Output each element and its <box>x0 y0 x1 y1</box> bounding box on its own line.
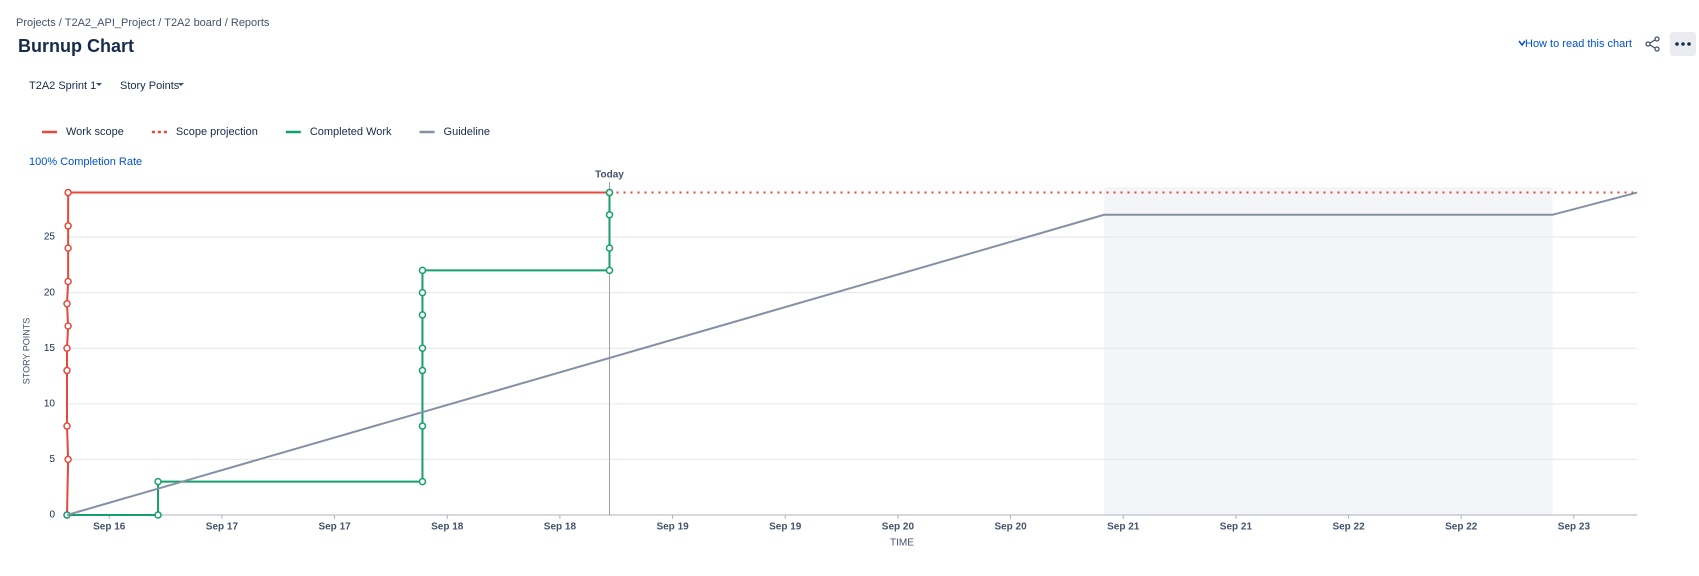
x-tick-label: Sep 23 <box>1558 522 1591 533</box>
data-point <box>418 311 427 319</box>
legend-label: Guideline <box>444 126 490 138</box>
data-point <box>64 222 72 230</box>
series-line <box>65 191 610 516</box>
x-tick-label: Sep 17 <box>206 522 239 533</box>
data-point <box>64 188 72 197</box>
data-point <box>154 511 162 519</box>
y-tick-label: 0 <box>49 510 55 521</box>
breadcrumb[interactable]: Projects <box>16 17 56 29</box>
x-tick-label: Sep 22 <box>1332 522 1365 533</box>
data-point <box>418 288 427 297</box>
share-icon[interactable] <box>1645 36 1660 52</box>
data-point <box>64 455 72 464</box>
more-dots <box>1675 42 1691 46</box>
x-tick-label: Sep 19 <box>769 522 802 533</box>
page-title: Burnup Chart <box>18 36 134 56</box>
x-axis-label: TIME <box>890 538 914 549</box>
chevron <box>1518 40 1526 47</box>
x-tick-label: Sep 16 <box>93 522 126 533</box>
x-tick-label: Sep 21 <box>1220 522 1253 533</box>
x-tick-label: Sep 18 <box>544 522 577 533</box>
separator: / <box>222 17 231 29</box>
sprint-filter[interactable]: T2A2 Sprint 1 <box>29 80 96 92</box>
data-point <box>63 366 71 375</box>
metric-filter[interactable]: Story Points <box>120 80 180 92</box>
data-point <box>418 344 427 352</box>
y-axis-label: STORY POINTS <box>21 318 31 385</box>
x-tick-label: Sep 17 <box>318 522 351 533</box>
x-tick-label: Sep 18 <box>431 522 464 533</box>
breadcrumb[interactable]: Reports <box>231 17 270 29</box>
y-tick-label: 5 <box>49 454 55 465</box>
x-tick-label: Sep 20 <box>882 522 915 533</box>
data-point <box>605 244 614 252</box>
data-point <box>605 266 614 275</box>
data-point <box>64 322 72 330</box>
data-point <box>418 266 427 275</box>
x-tick-label: Sep 22 <box>1445 522 1478 533</box>
data-point <box>63 299 71 308</box>
data-point <box>605 211 614 219</box>
help-link[interactable]: How to read this chart <box>1525 38 1632 50</box>
data-point <box>154 477 162 486</box>
x-tick-label: Sep 21 <box>1107 522 1140 533</box>
data-point <box>64 277 72 286</box>
series-line <box>67 192 611 516</box>
data-point <box>63 422 71 430</box>
legend-label: Completed Work <box>310 126 392 138</box>
data-point <box>605 188 614 197</box>
data-point <box>418 422 427 430</box>
series-line <box>66 191 1638 516</box>
non-working-days <box>1104 187 1553 515</box>
data-point <box>418 366 427 375</box>
completion-link[interactable]: 100% Completion Rate <box>29 156 142 168</box>
y-tick-label: 10 <box>44 398 56 409</box>
breadcrumbs: Projects / T2A2_API_Project / T2A2 board… <box>16 17 270 29</box>
y-tick-label: 25 <box>44 232 56 243</box>
data-point <box>63 344 71 352</box>
y-tick-label: 15 <box>44 343 56 354</box>
separator: / <box>155 17 164 29</box>
x-tick-label: Sep 19 <box>656 522 689 533</box>
data-point <box>64 244 72 252</box>
legend-label: Work scope <box>66 126 124 138</box>
breadcrumb[interactable]: T2A2 board <box>164 17 221 29</box>
legend-label: Scope projection <box>176 126 258 138</box>
data-point <box>418 477 427 486</box>
y-tick-label: 20 <box>44 287 56 298</box>
separator: / <box>56 17 65 29</box>
x-tick-label: Sep 20 <box>994 522 1027 533</box>
today-label: Today <box>595 170 624 181</box>
breadcrumb[interactable]: T2A2_API_Project <box>65 17 156 29</box>
